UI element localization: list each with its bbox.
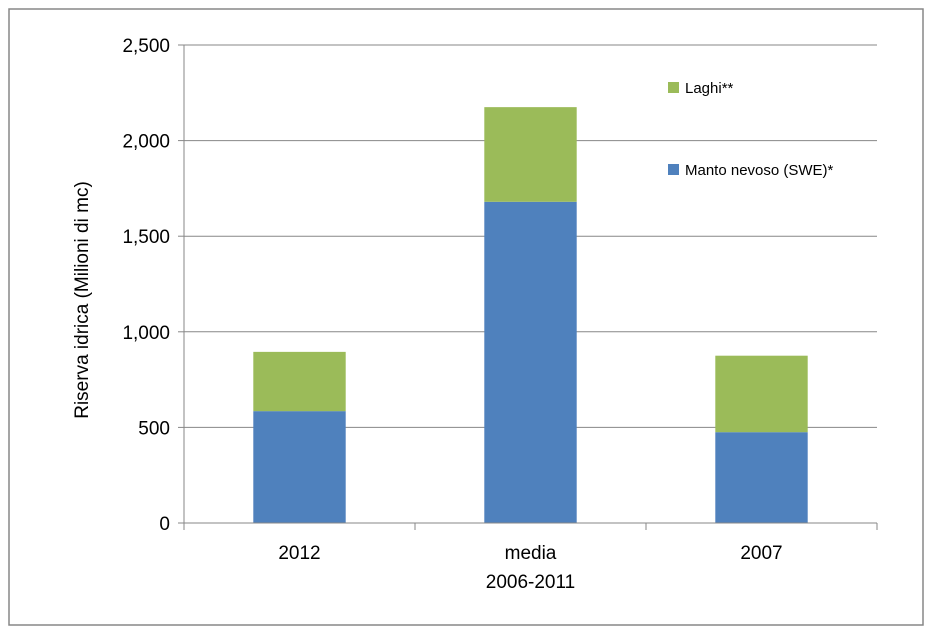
x-tick-label: 2012 [278,543,320,564]
y-tick-label: 2,000 [122,132,170,153]
legend-swatch [668,82,679,93]
y-tick-label: 1,500 [122,227,170,248]
x-tick-labels: 2012 media 2006-2011 2007 [278,543,782,593]
y-axis-label: Riserva idrica (Milioni di mc) [72,181,93,419]
bar-segment [715,432,808,523]
chart-border [8,8,924,626]
legend-label: Manto nevoso (SWE)* [685,162,834,179]
legend: Laghi** Manto nevoso (SWE)* [668,80,834,179]
bar-segment [253,411,346,523]
y-tick-label: 500 [138,418,170,439]
bar-segment [715,355,808,433]
bars [253,107,808,523]
legend-label: Laghi** [685,80,734,97]
bar-segment [253,351,346,412]
x-tick-label: 2006-2011 [486,572,575,593]
y-tick-label: 0 [159,514,170,535]
y-tick-label: 1,000 [122,323,170,344]
y-tick-labels: 0 500 1,000 1,500 2,000 2,500 [122,36,170,535]
x-tick-label: 2007 [740,543,782,564]
axes [178,44,878,530]
bar-segment [484,201,577,523]
y-tick-label: 2,500 [122,36,170,57]
x-tick-label: media [505,543,557,564]
legend-swatch [668,164,679,175]
bar-segment [484,107,577,202]
